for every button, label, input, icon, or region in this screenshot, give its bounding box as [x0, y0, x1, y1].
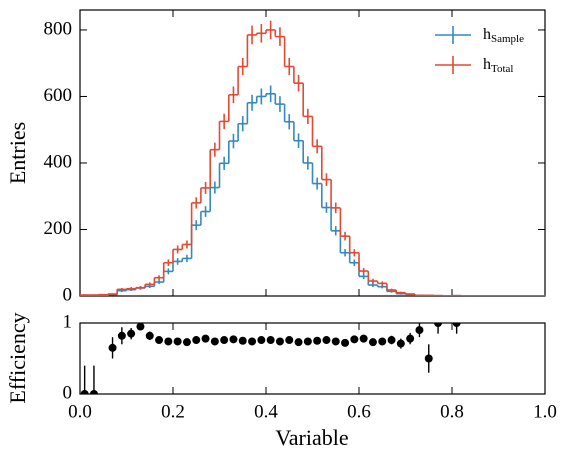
point — [108, 343, 117, 352]
point — [117, 331, 126, 340]
point — [164, 337, 173, 346]
point — [294, 338, 303, 347]
point — [210, 337, 219, 346]
legend-label: hSample — [483, 26, 524, 45]
point — [192, 336, 201, 345]
point — [127, 329, 136, 338]
point — [396, 339, 405, 348]
y-tick-label: 800 — [44, 18, 73, 39]
legend-name: h — [483, 56, 491, 73]
point — [266, 336, 275, 345]
legend-subscript: Total — [491, 63, 513, 75]
x-tick-label: 0.2 — [161, 401, 185, 422]
point — [136, 323, 145, 331]
point — [80, 390, 89, 394]
point — [331, 337, 340, 346]
y-tick-label: 1 — [63, 311, 73, 332]
point — [229, 335, 238, 344]
point — [155, 336, 164, 345]
top-frame — [79, 9, 546, 297]
legend-name: h — [483, 26, 491, 43]
plot-area — [80, 323, 461, 394]
point — [313, 336, 322, 345]
point — [285, 336, 294, 345]
point — [434, 323, 443, 327]
y-axis-label: Efficiency — [5, 312, 30, 403]
y-tick-label: 600 — [44, 85, 73, 106]
x-tick-label: 0.6 — [347, 401, 371, 422]
y-tick-label: 400 — [44, 151, 73, 172]
point — [452, 323, 461, 327]
bottom-frame — [79, 322, 546, 395]
point — [145, 331, 154, 340]
point — [182, 338, 191, 347]
point — [406, 334, 415, 343]
point — [350, 335, 359, 344]
y-axis-label: Entries — [5, 122, 30, 184]
point — [173, 337, 182, 346]
point — [415, 326, 424, 335]
point — [424, 354, 433, 363]
plot-area — [80, 20, 545, 296]
legend-subscript: Sample — [491, 33, 524, 45]
x-tick-label: 0.0 — [68, 401, 92, 422]
point — [257, 336, 266, 345]
point — [303, 337, 312, 346]
x-tick-label: 0.4 — [254, 401, 278, 422]
point — [387, 336, 396, 345]
point — [368, 338, 377, 347]
x-axis-label: Variable — [275, 425, 348, 450]
y-tick-label: 0 — [63, 382, 73, 403]
point — [359, 334, 368, 343]
y-tick-label: 200 — [44, 218, 73, 239]
point — [322, 336, 331, 345]
x-tick-label: 0.8 — [440, 401, 464, 422]
point — [275, 337, 284, 346]
point — [220, 336, 229, 345]
y-tick-label: 0 — [63, 284, 73, 305]
point — [201, 334, 210, 343]
x-tick-label: 1.0 — [533, 401, 557, 422]
point — [89, 390, 98, 394]
legend-label: hTotal — [483, 56, 513, 75]
point — [378, 337, 387, 346]
point — [341, 338, 350, 347]
point — [238, 336, 247, 345]
point — [248, 337, 257, 346]
